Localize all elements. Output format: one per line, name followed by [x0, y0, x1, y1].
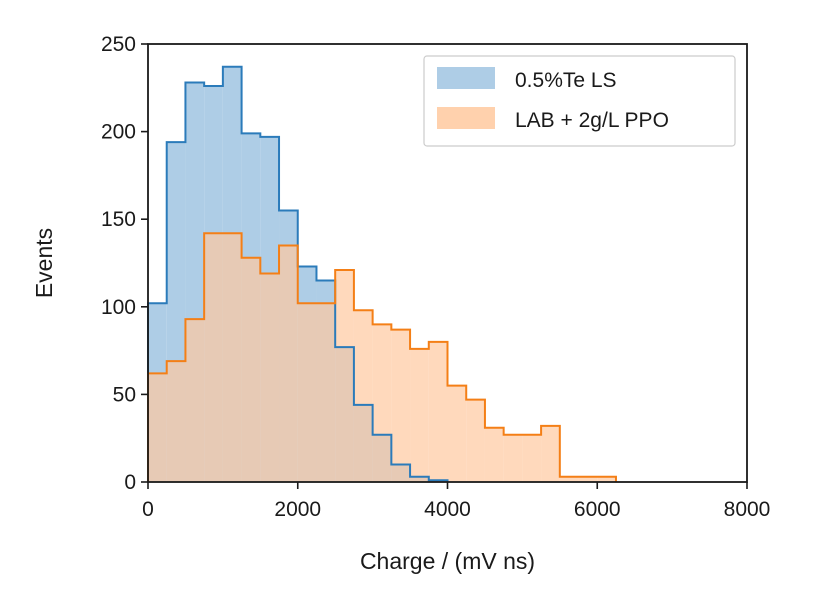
legend-box — [423, 55, 736, 147]
legend-swatch-te-ls — [437, 67, 495, 89]
y-tick-label-5: 250 — [101, 33, 136, 56]
bar-lab-ppo-17 — [466, 399, 485, 482]
y-tick-label-4: 200 — [101, 121, 136, 144]
bar-lab-ppo-9 — [316, 303, 336, 482]
bar-lab-ppo-6 — [260, 273, 280, 482]
x-tick-label-4: 8000 — [724, 498, 771, 521]
legend: 0.5%Te LS LAB + 2g/L PPO — [423, 55, 736, 147]
bar-lab-ppo-24 — [597, 476, 616, 482]
bar-lab-ppo-13 — [391, 329, 411, 482]
bar-lab-ppo-14 — [410, 348, 429, 482]
x-tick-label-2: 4000 — [424, 498, 471, 521]
bar-lab-ppo-5 — [241, 257, 261, 482]
ticks-layer: 0 2000 4000 6000 8000 0 50 100 150 200 250 — [101, 33, 770, 521]
fill-layer — [148, 66, 616, 483]
bar-lab-ppo-23 — [578, 476, 598, 482]
x-axis-title: Charge / (mV ns) — [360, 548, 535, 574]
bar-lab-ppo-18 — [484, 427, 504, 482]
step-line-lab-ppo — [147, 232, 617, 482]
y-tick-label-0: 0 — [124, 471, 136, 494]
bar-lab-ppo-19 — [503, 434, 523, 482]
edge-layer — [147, 65, 617, 482]
y-axis-title: Events — [31, 228, 57, 298]
legend-swatch-lab-ppo — [437, 107, 495, 129]
legend-label-te-ls: 0.5%Te LS — [515, 69, 617, 92]
bar-lab-ppo-11 — [353, 310, 373, 482]
y-tick-label-2: 100 — [101, 296, 136, 319]
bar-lab-ppo-0 — [148, 373, 167, 482]
bar-lab-ppo-4 — [222, 233, 242, 482]
y-tick-label-3: 150 — [101, 208, 136, 231]
y-tick-label-1: 50 — [113, 383, 136, 406]
bar-lab-ppo-16 — [447, 385, 467, 482]
bar-lab-ppo-22 — [559, 476, 579, 482]
bar-lab-ppo-12 — [372, 324, 392, 482]
bar-lab-ppo-20 — [522, 434, 542, 482]
legend-label-lab-ppo: LAB + 2g/L PPO — [515, 109, 669, 132]
x-tick-label-0: 0 — [142, 498, 154, 521]
bar-lab-ppo-7 — [279, 245, 298, 482]
bar-lab-ppo-15 — [428, 341, 448, 482]
step-line-te-ls — [147, 65, 449, 482]
x-tick-label-1: 2000 — [274, 498, 321, 521]
x-tick-label-3: 6000 — [574, 498, 621, 521]
bar-lab-ppo-2 — [185, 319, 205, 482]
bar-lab-ppo-10 — [335, 270, 354, 482]
bar-lab-ppo-1 — [166, 361, 186, 482]
bar-lab-ppo-21 — [541, 425, 560, 482]
bar-lab-ppo-3 — [204, 233, 223, 482]
bar-lab-ppo-8 — [297, 303, 317, 482]
